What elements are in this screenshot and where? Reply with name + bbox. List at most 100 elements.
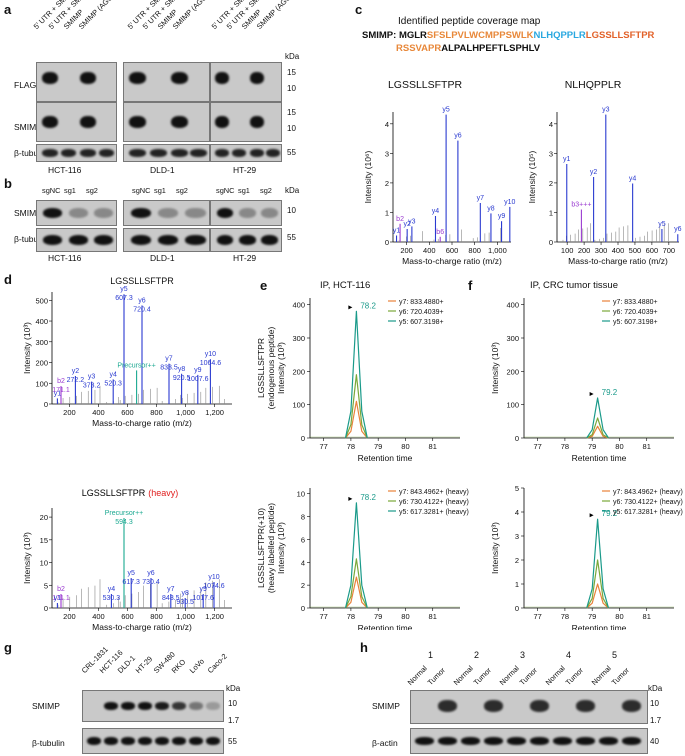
blot-band [149,149,167,157]
panel-label-b: b [4,176,12,191]
x-tick-label: 78 [347,442,355,451]
coverage-title: Identified peptide coverage map [398,16,541,27]
blot-band [41,72,58,84]
legend-entry: y7: 833.4880+ [399,299,444,306]
blot-band [60,149,77,157]
peak-label: b6 [436,229,444,236]
y-axis-label: Intensity (10³) [22,532,32,584]
y-tick-label: 300 [506,334,519,343]
blot-band [215,116,230,128]
peak-label: b2 [57,378,65,385]
x-tick-label: 1,000 [488,246,507,255]
y-axis-label: Intensity (10³) [276,342,286,394]
blot-band [239,235,256,245]
blot-band [170,149,188,157]
kda-label: kDa [226,684,241,693]
peak-label: y10 [504,199,515,206]
x-tick-label: 400 [92,612,105,621]
blot-flag [123,62,210,102]
pair-label: 2 [474,650,480,660]
lane-label: sg2 [260,186,272,195]
y-tick-label: 300 [35,338,48,347]
marker-40: 40 [650,737,659,746]
spectrum-title: LGSSLLSFTPR (heavy) [82,488,179,498]
blot-band [576,700,595,712]
y-tick-label: 10 [297,490,305,499]
x-tick-label: 80 [401,612,409,621]
peak-label: y5 [120,286,128,293]
y-tick-label: 0 [44,400,48,409]
x-tick-label: 1,000 [176,612,195,621]
blot-band [261,208,279,218]
x-tick-label: 77 [533,612,541,621]
marker-15: 15 [287,68,296,77]
blot-band [484,700,503,712]
blot-band [98,149,115,157]
blot-band [239,208,256,218]
x-axis-label: Mass-to-charge ratio (m/z) [402,256,502,266]
lane-label: Normal [497,663,521,687]
y-tick-label: 20 [40,513,48,522]
blot-smimp [410,690,648,724]
blot-band [530,700,549,712]
x-tick-label: 500 [629,246,642,255]
chromatogram-f: 0 100 200 300 400 77 78 79 80 81 79.2 y7: 833.4880+… [490,298,683,630]
series-line [344,502,368,609]
series-line [344,558,368,609]
blot-band [622,737,641,745]
blot-band [415,737,434,745]
chromatogram-e-top: 0 100 200 300 400 77 78 79 80 81 78.2 y7: 833.4880+… [276,298,460,463]
lane-label: Normal [543,663,567,687]
y-tick-label: 400 [292,301,305,310]
x-axis-label: Mass-to-charge ratio (m/z) [92,622,192,632]
x-axis-label: Retention time [572,623,627,630]
marker-10: 10 [228,699,237,708]
blot-smimp [36,102,117,142]
peak-label: b2 [57,586,65,593]
y-tick-label: 3 [385,149,389,158]
peak-label: y1 [54,390,62,397]
y-tick-label: 2 [515,556,519,565]
panel-label-g: g [4,640,12,655]
peak-retention-label: 79.2 [602,509,618,518]
marker-55: 55 [287,233,296,242]
blot-band [265,149,280,157]
y-tick-label: 0 [385,238,389,247]
y-tick-label: 4 [515,508,519,517]
x-tick-label: 78 [561,612,569,621]
blot-band [121,702,135,710]
y-tick-label: 3 [549,149,553,158]
peak-label: y4 [432,208,440,215]
y-axis-label: Intensity (10⁶) [363,151,373,204]
peak-value: 1074.6 [203,583,225,590]
blot-band [121,737,135,745]
cell-label-hct116: HCT-116 [48,165,82,175]
blot-band [80,116,97,128]
cell-label-ht29: HT-29 [233,165,257,175]
blot-band [249,149,264,157]
blot-band [172,737,186,745]
blot-band [170,116,188,128]
marker-15: 15 [287,108,296,117]
row-label-tubulin: β-tubulin [14,148,47,158]
blot-tubulin [123,144,210,162]
x-tick-label: 78 [347,612,355,621]
y-tick-label: 1 [515,580,519,589]
blot-smimp [210,200,282,226]
spectrum-d-bottom: 0 5 10 15 20 200 400 600 800 1,000 1,200 Precursor+… [22,508,232,632]
peak-label: y9 [194,367,202,374]
y-tick-label: 200 [506,367,519,376]
x-axis-label: Mass-to-charge ratio (m/z) [92,418,192,428]
marker-10: 10 [287,84,296,93]
sequence-segment: LGSSLLSFTPR [585,30,655,41]
peak-label: y5 [442,107,450,114]
blot-band [438,737,457,745]
blot-band [68,235,88,245]
blot-band [104,702,118,710]
peak-value: 373.2 [83,383,101,390]
spectrum-d-top: 0 100 200 300 400 500 200 400 600 800 1,000 1,200 y5… [22,276,232,428]
x-tick-label: 79 [588,442,596,451]
peak-label: y4 [629,176,637,183]
